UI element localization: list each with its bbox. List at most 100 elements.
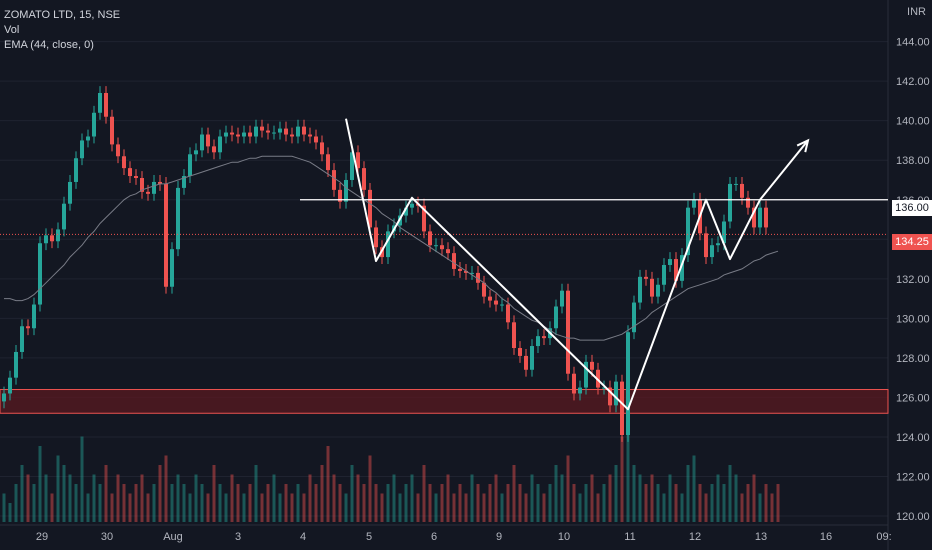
volume-bar xyxy=(740,493,744,522)
candle-body xyxy=(518,348,522,356)
volume-bar xyxy=(404,484,408,522)
volume-bar xyxy=(266,484,270,522)
volume-bar xyxy=(392,474,396,522)
y-tick-label: 122.00 xyxy=(896,472,930,484)
candle-body xyxy=(56,229,60,242)
candle-body xyxy=(206,134,210,147)
volume-bar xyxy=(680,493,684,522)
candle-body xyxy=(620,381,624,435)
candle-body xyxy=(536,336,540,347)
candle-body xyxy=(482,282,486,297)
currency-label: INR xyxy=(907,6,926,18)
candle-body xyxy=(200,134,204,151)
candle-body xyxy=(374,227,378,248)
volume-bar xyxy=(218,484,222,522)
candle-body xyxy=(236,134,240,137)
candle-body xyxy=(224,132,228,137)
x-tick-label: 9 xyxy=(496,531,502,543)
candle-body xyxy=(602,387,606,389)
candle-body xyxy=(272,132,276,134)
candle-body xyxy=(212,146,216,153)
volume-bar xyxy=(548,484,552,522)
candle-body xyxy=(554,306,558,329)
y-tick-label: 124.00 xyxy=(896,432,930,444)
volume-bar xyxy=(446,474,450,522)
volume-bar xyxy=(728,465,732,522)
candle-body xyxy=(752,207,756,228)
volume-bar xyxy=(764,484,768,522)
volume-bar xyxy=(2,493,6,522)
volume-bar xyxy=(506,484,510,522)
candle-body xyxy=(662,264,666,285)
volume-bar xyxy=(476,484,480,522)
candle-body xyxy=(50,235,54,242)
candle-body xyxy=(638,276,642,303)
volume-bar xyxy=(716,474,720,522)
candle-body xyxy=(656,284,660,297)
volume-bar xyxy=(194,474,198,522)
support-zone xyxy=(0,389,889,414)
volume-bar xyxy=(44,474,48,522)
volume-bar xyxy=(344,493,348,522)
candle-body xyxy=(164,183,168,287)
candle-body xyxy=(470,272,474,274)
ema-indicator-label[interactable]: EMA (44, close, 0) xyxy=(4,39,94,51)
candle-body xyxy=(410,203,414,208)
candle-body xyxy=(152,181,156,194)
candle-body xyxy=(356,152,360,169)
candle-body xyxy=(308,134,312,137)
candle-body xyxy=(122,156,126,169)
candle-body xyxy=(404,207,408,216)
candle-body xyxy=(626,332,630,435)
candle-body xyxy=(566,290,570,374)
candle-body xyxy=(692,199,696,208)
candle-body xyxy=(326,154,330,171)
x-tick-label: 13 xyxy=(755,531,767,543)
volume-bar xyxy=(56,455,60,522)
volume-bar xyxy=(176,474,180,522)
volume-bar xyxy=(482,493,486,522)
candle-body xyxy=(458,268,462,271)
volume-bar xyxy=(8,503,12,522)
volume-bar xyxy=(596,493,600,522)
volume-bar xyxy=(674,484,678,522)
volume-bar xyxy=(626,427,630,522)
candle-body xyxy=(428,231,432,246)
volume-bar xyxy=(80,436,84,522)
x-tick-label: Aug xyxy=(163,531,183,543)
volume-bar xyxy=(140,474,144,522)
candle-body xyxy=(464,270,468,273)
x-tick-label: 12 xyxy=(689,531,701,543)
candle-body xyxy=(500,304,504,306)
resistance-price-label: 136.00 xyxy=(892,200,932,216)
volume-bar xyxy=(314,484,318,522)
candle-body xyxy=(572,373,576,394)
candle-body xyxy=(284,128,288,135)
volume-bar xyxy=(662,493,666,522)
volume-bar xyxy=(464,493,468,522)
volume-indicator-label[interactable]: Vol xyxy=(4,24,20,36)
volume-bar xyxy=(458,484,462,522)
candle-body xyxy=(104,93,108,117)
volume-bar xyxy=(26,474,30,522)
volume-bar xyxy=(692,455,696,522)
symbol-title[interactable]: ZOMATO LTD, 15, NSE xyxy=(4,9,121,21)
volume-bar xyxy=(158,465,162,522)
volume-bar xyxy=(518,484,522,522)
x-tick-label: 30 xyxy=(101,531,113,543)
volume-bar xyxy=(734,474,738,522)
candle-body xyxy=(728,183,732,222)
candle-body xyxy=(230,132,234,135)
volume-bar xyxy=(410,474,414,522)
candle-body xyxy=(578,387,582,394)
volume-bar xyxy=(296,484,300,522)
candle-body xyxy=(506,304,510,323)
candle-body xyxy=(20,326,24,352)
volume-bar xyxy=(338,484,342,522)
y-tick-label: 142.00 xyxy=(896,76,930,88)
candle-body xyxy=(26,326,30,329)
candle-body xyxy=(242,132,246,137)
y-tick-label: 130.00 xyxy=(896,313,930,325)
candle-body xyxy=(650,278,654,297)
